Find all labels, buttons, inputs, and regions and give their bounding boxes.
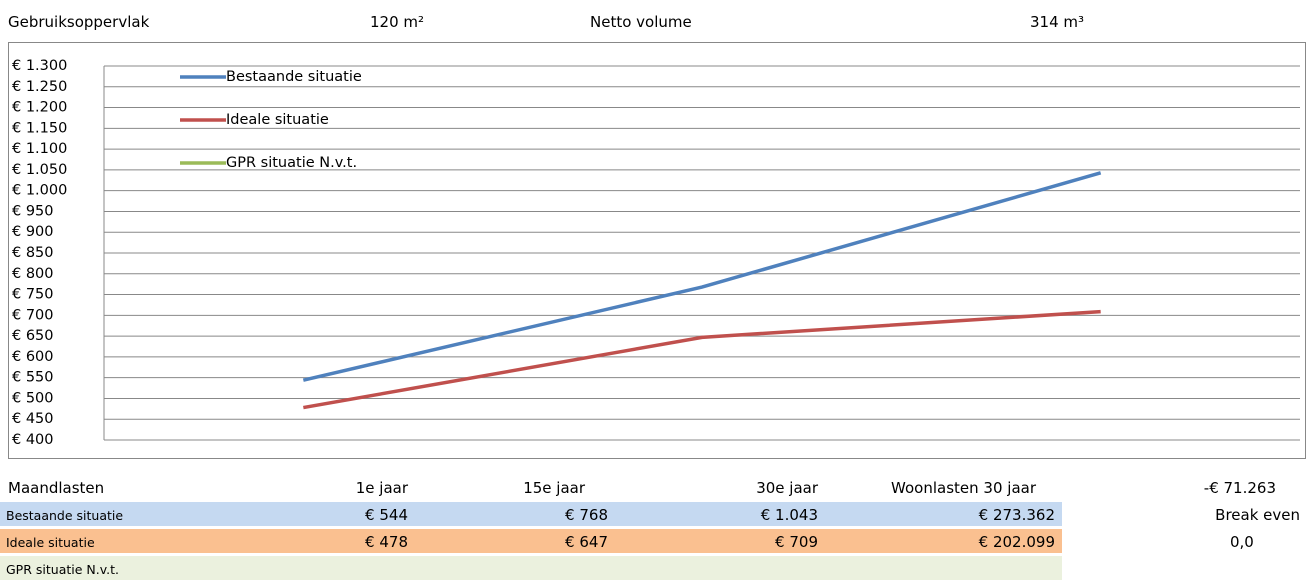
y-tick-label: € 950 [12, 203, 54, 219]
chart: € 400 € 450 € 500 € 550 € 600 € 650 € 700 € 750… [8, 42, 1306, 459]
y-tick-label: € 550 [12, 370, 54, 386]
table-cell: € 544 [365, 506, 408, 524]
legend-label: Bestaande situatie [226, 69, 362, 85]
series-line [303, 309, 1101, 410]
y-tick-label: € 900 [12, 224, 54, 240]
y-tick-label: € 1.200 [12, 100, 67, 116]
y-tick-label: € 850 [12, 245, 54, 261]
area-label: Gebruiksoppervlak [8, 13, 150, 31]
volume-value: 314 m³ [1030, 13, 1085, 31]
table-header: Maandlasten [8, 479, 105, 497]
y-tick-label: € 650 [12, 328, 54, 344]
table-cell: € 768 [565, 506, 608, 524]
y-tick-label: € 800 [12, 266, 54, 282]
row-label: Ideale situatie [6, 535, 95, 550]
legend-label: Ideale situatie [226, 112, 329, 128]
y-tick-label: € 1.100 [12, 141, 67, 157]
table-header: 1e jaar [355, 479, 408, 497]
row-bg [0, 556, 1062, 580]
row-label: Bestaande situatie [6, 508, 124, 523]
y-tick-label: € 400 [12, 432, 54, 448]
table-header: 30e jaar [756, 479, 818, 497]
y-tick-label: € 1.050 [12, 162, 67, 178]
break-even-value: 0,0 [1230, 533, 1254, 551]
row-bg [0, 502, 1062, 526]
area-value: 120 m² [370, 13, 425, 31]
y-tick-label: € 500 [12, 390, 54, 406]
table-cell: € 647 [565, 533, 608, 551]
y-tick-label: € 1.000 [12, 183, 67, 199]
row-bg [0, 529, 1062, 553]
table-header: 15e jaar [523, 479, 585, 497]
table-cell: € 709 [775, 533, 818, 551]
table-cell: € 273.362 [978, 506, 1055, 524]
table-cell: € 202.099 [978, 533, 1055, 551]
y-tick-label: € 450 [12, 411, 54, 427]
y-tick-label: € 1.150 [12, 120, 67, 136]
volume-label: Netto volume [590, 13, 692, 31]
y-tick-label: € 700 [12, 307, 54, 323]
table-cell: € 1.043 [760, 506, 818, 524]
break-even-amount: -€ 71.263 [1203, 479, 1276, 497]
table-cell: € 478 [365, 533, 408, 551]
y-tick-label: € 600 [12, 349, 54, 365]
break-even-label: Break even [1215, 506, 1300, 524]
y-tick-label: € 1.250 [12, 79, 67, 95]
chart-border [8, 42, 1306, 459]
y-tick-label: € 750 [12, 287, 54, 303]
y-tick-label: € 1.300 [12, 58, 67, 74]
row-label: GPR situatie N.v.t. [6, 562, 119, 577]
legend-label: GPR situatie N.v.t. [226, 155, 357, 171]
table-header: Woonlasten 30 jaar [891, 479, 1036, 497]
series-line [302, 171, 1102, 382]
